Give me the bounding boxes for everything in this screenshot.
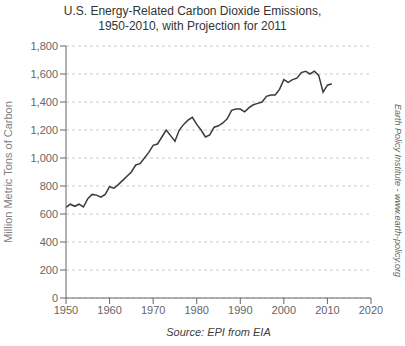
svg-text:1,400: 1,400 xyxy=(30,96,58,108)
svg-text:0: 0 xyxy=(52,292,58,304)
svg-text:1960: 1960 xyxy=(97,304,121,316)
svg-text:1,200: 1,200 xyxy=(30,124,58,136)
svg-text:1980: 1980 xyxy=(184,304,208,316)
svg-text:1,800: 1,800 xyxy=(30,40,58,52)
svg-text:1950: 1950 xyxy=(54,304,78,316)
svg-text:2010: 2010 xyxy=(315,304,339,316)
svg-text:1,600: 1,600 xyxy=(30,68,58,80)
svg-text:Million Metric Tons of Carbon: Million Metric Tons of Carbon xyxy=(8,101,14,243)
svg-text:1,000: 1,000 xyxy=(30,152,58,164)
svg-text:800: 800 xyxy=(40,180,58,192)
html-text:U.S. Energy-Related Carbon Dio: U.S. Energy-Related Carbon Dioxide Emiss… xyxy=(63,4,322,18)
svg-text:200: 200 xyxy=(40,264,58,276)
svg-text:400: 400 xyxy=(40,236,58,248)
svg-text:Source: EPI from EIA: Source: EPI from EIA xyxy=(166,326,271,338)
svg-text:1990: 1990 xyxy=(228,304,252,316)
html-text:Earth Policy Institute - www.e: Earth Policy Institute - www.earth-polic… xyxy=(393,103,403,277)
svg-text:2020: 2020 xyxy=(359,304,383,316)
svg-text:2000: 2000 xyxy=(272,304,296,316)
svg-text:600: 600 xyxy=(40,208,58,220)
svg-text:1970: 1970 xyxy=(141,304,165,316)
html-text:1950-2010, with Projection for: 1950-2010, with Projection for 2011 xyxy=(98,19,287,33)
